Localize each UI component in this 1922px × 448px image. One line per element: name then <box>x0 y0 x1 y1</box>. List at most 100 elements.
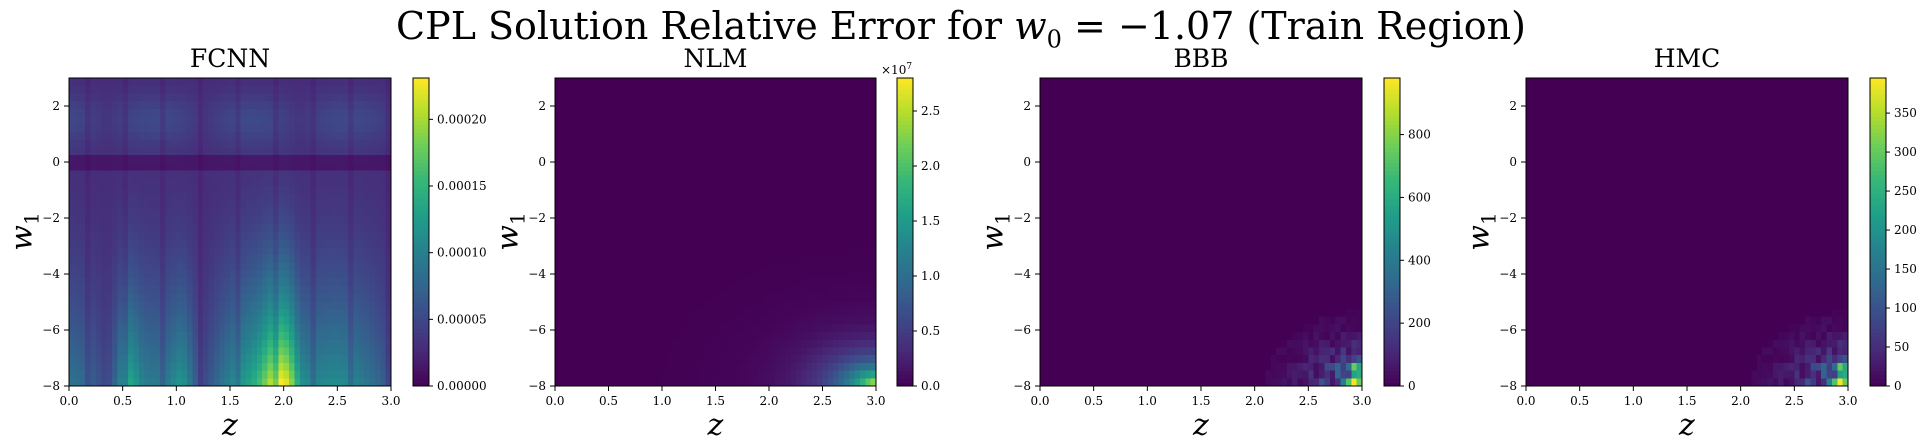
heatmap-cell <box>603 185 610 195</box>
heatmap-cell <box>69 239 75 248</box>
heatmap-cell <box>838 101 845 110</box>
heatmap-cell <box>342 108 349 118</box>
heatmap-cell <box>187 239 194 248</box>
heatmap-cell <box>385 101 392 110</box>
heatmap-cell <box>79 185 86 195</box>
heatmap-cell <box>235 332 242 341</box>
heatmap-cell <box>565 208 572 218</box>
heatmap-cell <box>662 324 668 333</box>
heatmap-cell <box>353 139 360 148</box>
heatmap-cell <box>635 101 642 110</box>
heatmap-cell <box>380 293 387 302</box>
heatmap-cell <box>603 93 610 102</box>
heatmap-cell <box>785 232 791 241</box>
heatmap-cell <box>299 247 306 256</box>
heatmap-cell <box>742 278 749 287</box>
heatmap-cell <box>694 101 701 110</box>
heatmap-cell <box>806 232 813 241</box>
heatmap-cell <box>779 193 786 202</box>
heatmap-cell <box>85 201 92 210</box>
heatmap-cell <box>576 108 583 118</box>
heatmap-cell <box>747 201 754 210</box>
heatmap-cell <box>704 255 711 264</box>
heatmap-cell <box>704 232 711 241</box>
heatmap-cell <box>353 101 360 110</box>
heatmap-cell <box>353 232 360 241</box>
heatmap-cell <box>833 309 840 318</box>
heatmap-cell <box>667 339 674 349</box>
heatmap-cell <box>267 162 274 171</box>
heatmap-cell <box>822 262 829 272</box>
heatmap-cell <box>138 201 145 210</box>
heatmap-cell <box>69 309 75 318</box>
heatmap-cell <box>603 309 610 318</box>
heatmap-cell <box>779 339 786 349</box>
heatmap-cell <box>85 208 92 218</box>
heatmap-cell <box>149 324 156 333</box>
heatmap-cell <box>710 255 717 264</box>
heatmap-cell <box>742 239 749 248</box>
heatmap-cell <box>128 278 134 287</box>
heatmap-cell <box>731 116 738 125</box>
heatmap-cell <box>165 370 172 379</box>
heatmap-cell <box>603 224 610 233</box>
heatmap-cell <box>811 147 818 156</box>
heatmap-cell <box>90 339 97 349</box>
heatmap-cell <box>358 378 365 387</box>
heatmap-cell <box>230 116 236 125</box>
heatmap-cell <box>208 378 215 387</box>
heatmap-cell <box>278 101 285 110</box>
heatmap-cell <box>870 178 877 187</box>
heatmap-cell <box>224 247 231 256</box>
heatmap-cell <box>289 116 295 125</box>
heatmap-cell <box>704 216 711 225</box>
heatmap-cell <box>364 232 371 241</box>
heatmap-cell <box>790 116 797 125</box>
heatmap-cell <box>369 108 376 118</box>
heatmap-cell <box>736 216 743 225</box>
heatmap-cell <box>310 324 317 333</box>
heatmap-cell <box>187 301 194 310</box>
heatmap-cell <box>662 108 668 118</box>
heatmap-cell <box>101 370 108 379</box>
heatmap-cell <box>619 93 626 102</box>
heatmap-cell <box>342 301 349 310</box>
heatmap-cell <box>348 216 355 225</box>
heatmap-cell <box>587 378 594 387</box>
heatmap-cell <box>565 247 572 256</box>
heatmap-cell <box>785 224 791 233</box>
heatmap-cell <box>170 332 177 341</box>
heatmap-cell <box>726 355 733 364</box>
heatmap-cell <box>289 301 295 310</box>
heatmap-cell <box>213 147 220 156</box>
heatmap-cell <box>651 378 658 387</box>
heatmap-cell <box>315 355 322 364</box>
heatmap-cell <box>603 178 610 187</box>
heatmap-cell <box>385 255 392 264</box>
heatmap-cell <box>747 85 754 94</box>
heatmap-cell <box>305 193 312 202</box>
heatmap-cell <box>224 309 231 318</box>
heatmap-cell <box>603 347 610 356</box>
heatmap-cell <box>555 247 561 256</box>
heatmap-cell <box>246 178 253 187</box>
heatmap-cell <box>769 285 775 295</box>
heatmap-cell <box>801 285 808 295</box>
heatmap-cell <box>565 93 572 102</box>
heatmap-cell <box>69 378 75 387</box>
heatmap-cell <box>683 378 690 387</box>
heatmap-cell <box>811 232 818 241</box>
heatmap-cell <box>192 185 199 195</box>
heatmap-cell <box>128 285 134 295</box>
y-tick-label: 2 <box>538 99 546 113</box>
heatmap-cell <box>640 108 647 118</box>
heatmap-cell <box>849 78 856 87</box>
heatmap-cell <box>95 293 102 302</box>
heatmap-cell <box>763 85 770 94</box>
heatmap-cell <box>353 309 360 318</box>
heatmap-cell <box>176 208 183 218</box>
heatmap-cell <box>331 101 338 110</box>
heatmap-cell <box>613 124 620 133</box>
heatmap-cell <box>565 124 572 133</box>
heatmap-cell <box>683 270 690 279</box>
